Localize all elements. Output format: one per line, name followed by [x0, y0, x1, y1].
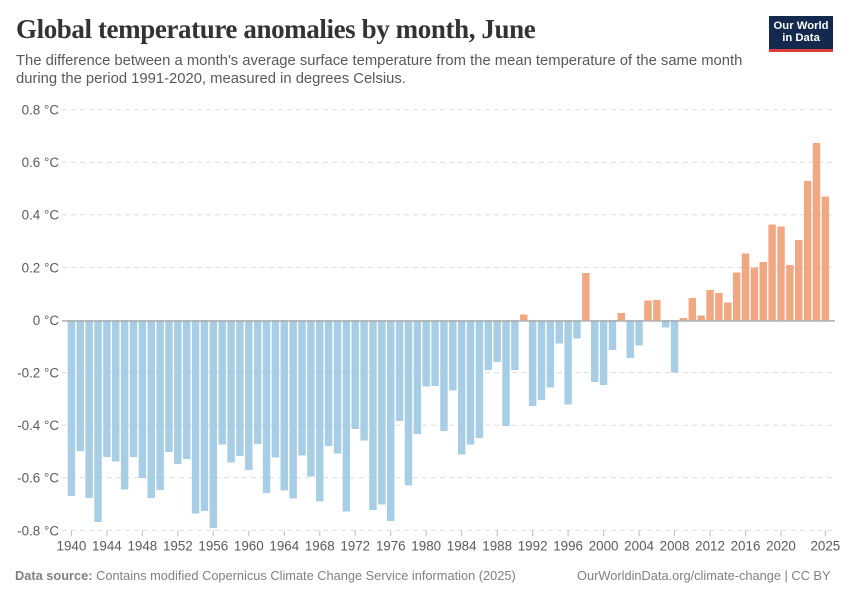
svg-text:1968: 1968 — [305, 539, 335, 554]
svg-text:1988: 1988 — [482, 539, 512, 554]
svg-text:0.4 °C: 0.4 °C — [22, 208, 60, 223]
svg-text:-0.8 °C: -0.8 °C — [17, 523, 59, 538]
svg-text:1952: 1952 — [163, 539, 193, 554]
svg-text:2020: 2020 — [766, 539, 796, 554]
svg-text:1940: 1940 — [57, 539, 87, 554]
svg-text:-0.2 °C: -0.2 °C — [17, 366, 59, 381]
svg-text:0.2 °C: 0.2 °C — [22, 260, 60, 275]
svg-text:0.8 °C: 0.8 °C — [22, 103, 60, 118]
svg-text:1964: 1964 — [269, 539, 299, 554]
svg-text:1956: 1956 — [198, 539, 228, 554]
svg-text:0.6 °C: 0.6 °C — [22, 155, 60, 170]
svg-text:0 °C: 0 °C — [33, 313, 60, 328]
svg-text:1944: 1944 — [92, 539, 122, 554]
svg-text:1996: 1996 — [553, 539, 583, 554]
svg-text:1976: 1976 — [376, 539, 406, 554]
svg-text:2004: 2004 — [624, 539, 654, 554]
svg-text:2016: 2016 — [731, 539, 761, 554]
svg-text:-0.6 °C: -0.6 °C — [17, 471, 59, 486]
svg-text:1960: 1960 — [234, 539, 264, 554]
svg-text:-0.4 °C: -0.4 °C — [17, 418, 59, 433]
svg-text:1980: 1980 — [411, 539, 441, 554]
svg-text:1948: 1948 — [127, 539, 157, 554]
svg-text:2012: 2012 — [695, 539, 725, 554]
svg-text:2008: 2008 — [660, 539, 690, 554]
svg-text:1972: 1972 — [340, 539, 370, 554]
svg-text:2000: 2000 — [589, 539, 619, 554]
svg-text:1992: 1992 — [518, 539, 548, 554]
svg-text:2025: 2025 — [810, 539, 840, 554]
svg-text:1984: 1984 — [447, 539, 477, 554]
